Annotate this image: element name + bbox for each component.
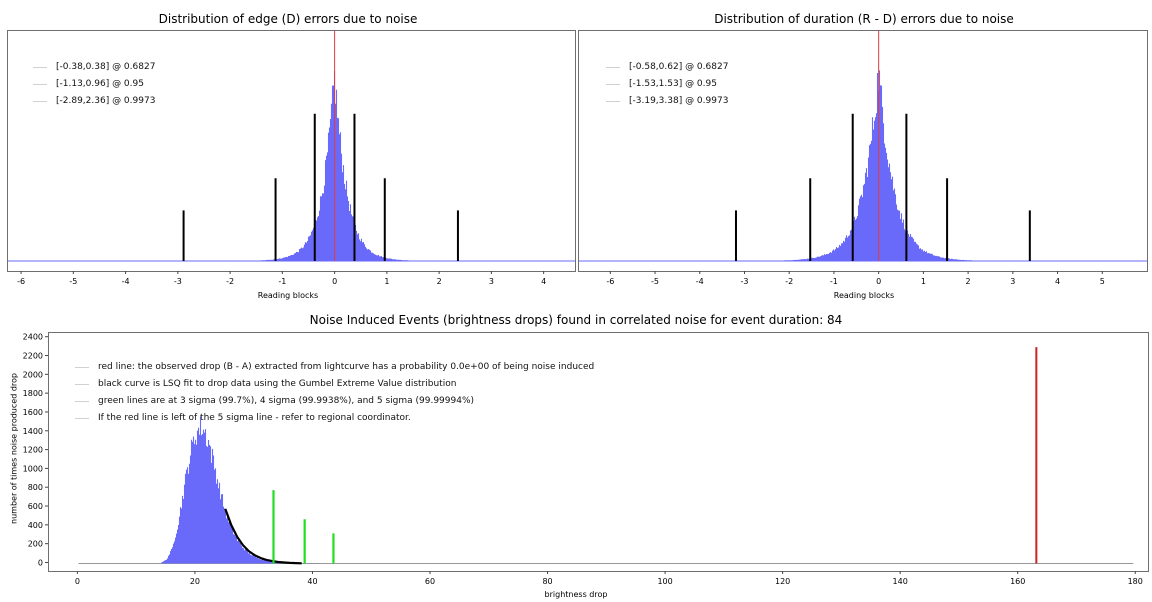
x-axis: -6 -5 -4 -3 -2 -1 0 1 2 3 4	[17, 271, 546, 286]
duration-error-histogram	[579, 31, 1147, 262]
legend-item: If the red line is left of the 5 sigma l…	[75, 410, 594, 427]
legend-item: black curve is LSQ fit to drop data usin…	[75, 376, 594, 393]
x-tick-label: -6	[606, 277, 614, 286]
chart-title: Distribution of duration (R - D) errors …	[714, 12, 1014, 26]
edge-error-panel: Distribution of edge (D) errors due to n…	[0, 0, 576, 310]
chart-title: Noise Induced Events (brightness drops) …	[309, 313, 843, 327]
y-tick-label: 2400	[23, 333, 43, 342]
legend-item: [-0.38,0.38] @ 0.6827	[33, 59, 155, 76]
x-tick-label: 1	[921, 277, 926, 286]
y-tick-label: 1600	[23, 408, 43, 417]
x-axis-label: Reading blocks	[257, 291, 319, 300]
y-tick-label: 0	[38, 558, 43, 567]
x-tick-label: 140	[893, 577, 908, 586]
x-tick-label: 60	[425, 577, 435, 586]
x-tick-label: 40	[307, 577, 317, 586]
x-tick-label: -5	[69, 277, 77, 286]
histogram-bars	[783, 70, 973, 261]
plot-area	[7, 30, 576, 272]
legend-item: [-3.19,3.38] @ 0.9973	[606, 93, 728, 110]
x-tick-label: -4	[696, 277, 704, 286]
gumbel-fit-curve	[224, 508, 302, 565]
x-tick-label: -1	[278, 277, 286, 286]
plot-area	[48, 332, 1149, 572]
y-tick-label: 600	[28, 502, 43, 511]
x-tick-label: 1	[384, 277, 389, 286]
x-axis-label: Reading blocks	[833, 291, 895, 300]
y-tick-label: 1000	[23, 464, 43, 473]
y-axis: 0 200 400 600 800 1000 1200 1400 1600 1800 2000 220…	[23, 333, 48, 567]
x-tick-label: 0	[876, 277, 881, 286]
x-tick-label: 5	[1100, 277, 1105, 286]
legend-item: [-2.89,2.36] @ 0.9973	[33, 93, 155, 110]
y-tick-label: 1800	[23, 389, 43, 398]
legend-item: green lines are at 3 sigma (99.7%), 4 si…	[75, 393, 594, 410]
x-tick-label: 120	[775, 577, 790, 586]
legend-item: [-1.53,1.53] @ 0.95	[606, 76, 728, 93]
x-tick-label: -5	[651, 277, 659, 286]
x-tick-label: 4	[541, 277, 546, 286]
noise-events-panel: Noise Induced Events (brightness drops) …	[0, 308, 1152, 602]
y-tick-label: 2200	[23, 352, 43, 361]
x-tick-label: 180	[1128, 577, 1143, 586]
edge-error-histogram	[8, 31, 575, 262]
duration-error-panel: Distribution of duration (R - D) errors …	[576, 0, 1152, 310]
x-tick-label: 0	[75, 577, 80, 586]
legend: [-0.58,0.62] @ 0.6827 [-1.53,1.53] @ 0.9…	[606, 59, 728, 110]
x-tick-label: 3	[489, 277, 494, 286]
x-tick-label: 2	[966, 277, 971, 286]
histogram-bars	[260, 71, 410, 261]
legend: [-0.38,0.38] @ 0.6827 [-1.13,0.96] @ 0.9…	[33, 59, 155, 110]
x-tick-label: -4	[122, 277, 130, 286]
x-tick-label: -3	[174, 277, 182, 286]
y-tick-label: 2000	[23, 370, 43, 379]
x-axis-label: brightness drop	[544, 590, 608, 599]
chart-title: Distribution of edge (D) errors due to n…	[158, 12, 418, 26]
y-tick-label: 400	[28, 521, 43, 530]
x-tick-label: 160	[1010, 577, 1025, 586]
legend-item: [-0.58,0.62] @ 0.6827	[606, 59, 728, 76]
legend-item: red line: the observed drop (B - A) extr…	[75, 359, 594, 376]
y-tick-label: 200	[28, 540, 43, 549]
noise-events-histogram	[78, 347, 1134, 565]
x-axis: 0 20 40 60 80 100 120 140 160 180	[75, 571, 1143, 586]
plot-area	[578, 30, 1148, 272]
legend: red line: the observed drop (B - A) extr…	[75, 359, 594, 427]
x-tick-label: -6	[17, 277, 25, 286]
y-tick-label: 800	[28, 483, 43, 492]
legend-item: [-1.13,0.96] @ 0.95	[33, 76, 155, 93]
x-tick-label: -1	[830, 277, 838, 286]
x-tick-label: 4	[1055, 277, 1060, 286]
y-tick-label: 1200	[23, 446, 43, 455]
x-tick-label: -2	[226, 277, 234, 286]
x-tick-label: -2	[785, 277, 793, 286]
x-tick-label: 3	[1010, 277, 1015, 286]
y-tick-label: 1400	[23, 427, 43, 436]
x-tick-label: -3	[740, 277, 748, 286]
x-tick-label: 2	[437, 277, 442, 286]
x-axis: -6 -5 -4 -3 -2 -1 0 1 2 3 4 5	[606, 271, 1105, 286]
x-tick-label: 80	[542, 577, 552, 586]
x-tick-label: 100	[657, 577, 672, 586]
x-tick-label: 0	[332, 277, 337, 286]
x-tick-label: 20	[190, 577, 200, 586]
